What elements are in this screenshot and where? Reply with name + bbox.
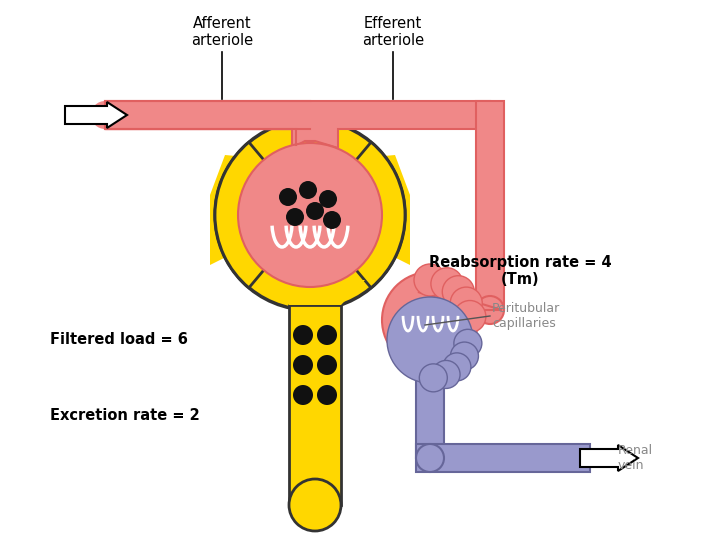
FancyArrow shape xyxy=(580,445,638,471)
Circle shape xyxy=(306,202,324,220)
Polygon shape xyxy=(210,155,280,265)
Circle shape xyxy=(387,297,473,383)
Text: Renal
vein: Renal vein xyxy=(618,444,653,472)
Circle shape xyxy=(431,268,463,300)
Text: Efferent
arteriole: Efferent arteriole xyxy=(362,16,424,48)
Circle shape xyxy=(279,188,297,206)
Wedge shape xyxy=(215,142,310,288)
Circle shape xyxy=(454,301,486,333)
Circle shape xyxy=(286,208,304,226)
Circle shape xyxy=(450,287,482,319)
Circle shape xyxy=(443,353,471,381)
Polygon shape xyxy=(289,305,341,505)
Circle shape xyxy=(293,325,313,345)
Circle shape xyxy=(419,364,447,392)
Polygon shape xyxy=(476,101,504,310)
Circle shape xyxy=(238,143,382,287)
Text: Filtered load = 6: Filtered load = 6 xyxy=(50,333,188,348)
Circle shape xyxy=(319,190,337,208)
Polygon shape xyxy=(260,280,365,305)
Circle shape xyxy=(323,211,341,229)
Polygon shape xyxy=(340,155,410,265)
Circle shape xyxy=(317,355,337,375)
Circle shape xyxy=(293,355,313,375)
Polygon shape xyxy=(416,373,444,458)
Circle shape xyxy=(317,325,337,345)
Circle shape xyxy=(317,385,337,405)
Wedge shape xyxy=(310,142,405,288)
Text: Excretion rate = 2: Excretion rate = 2 xyxy=(50,408,199,422)
Circle shape xyxy=(442,276,474,308)
Text: Afferent
arteriole: Afferent arteriole xyxy=(191,16,253,48)
Text: Peritubular
capillaries: Peritubular capillaries xyxy=(492,302,560,330)
Polygon shape xyxy=(296,101,324,138)
Circle shape xyxy=(215,120,405,310)
Circle shape xyxy=(91,101,119,129)
Circle shape xyxy=(476,296,504,324)
Circle shape xyxy=(289,479,341,531)
Polygon shape xyxy=(416,444,590,472)
FancyArrow shape xyxy=(65,102,127,128)
Circle shape xyxy=(293,385,313,405)
Circle shape xyxy=(454,329,482,357)
Polygon shape xyxy=(418,292,502,310)
Circle shape xyxy=(299,181,317,199)
Circle shape xyxy=(414,264,446,296)
Text: Reabsorption rate = 4
(Tm): Reabsorption rate = 4 (Tm) xyxy=(428,255,611,287)
Circle shape xyxy=(451,342,478,370)
Circle shape xyxy=(432,360,460,388)
Circle shape xyxy=(382,272,478,368)
Circle shape xyxy=(416,444,444,472)
Polygon shape xyxy=(105,101,490,148)
